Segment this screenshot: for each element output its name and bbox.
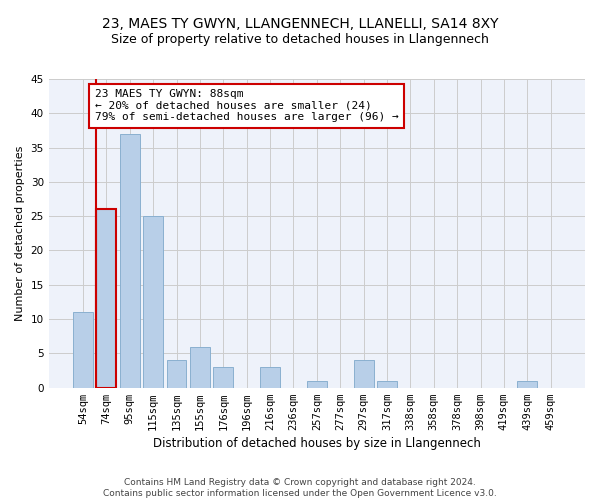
Text: Size of property relative to detached houses in Llangennech: Size of property relative to detached ho…	[111, 32, 489, 46]
Bar	[120, 134, 140, 388]
Bar	[143, 216, 163, 388]
Bar	[517, 381, 537, 388]
Text: Contains HM Land Registry data © Crown copyright and database right 2024.
Contai: Contains HM Land Registry data © Crown c…	[103, 478, 497, 498]
Bar	[97, 210, 116, 388]
Bar	[214, 367, 233, 388]
Bar	[260, 367, 280, 388]
Bar	[353, 360, 374, 388]
Bar	[307, 381, 327, 388]
Bar	[190, 346, 210, 388]
X-axis label: Distribution of detached houses by size in Llangennech: Distribution of detached houses by size …	[153, 437, 481, 450]
Bar	[377, 381, 397, 388]
Bar	[73, 312, 93, 388]
Text: 23, MAES TY GWYN, LLANGENNECH, LLANELLI, SA14 8XY: 23, MAES TY GWYN, LLANGENNECH, LLANELLI,…	[102, 18, 498, 32]
Bar	[167, 360, 187, 388]
Y-axis label: Number of detached properties: Number of detached properties	[15, 146, 25, 321]
Text: 23 MAES TY GWYN: 88sqm
← 20% of detached houses are smaller (24)
79% of semi-det: 23 MAES TY GWYN: 88sqm ← 20% of detached…	[95, 90, 398, 122]
